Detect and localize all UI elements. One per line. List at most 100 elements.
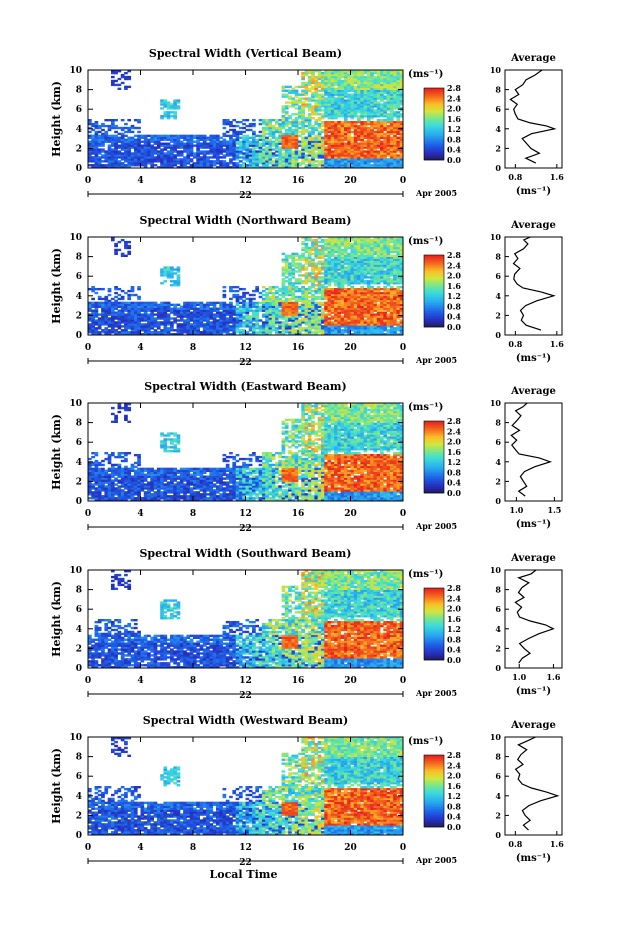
heatmap-cell [330,287,335,291]
heatmap-cell [311,160,315,163]
heatmap-cell [370,97,374,100]
heatmap-cell [127,85,132,89]
heatmap-cell [380,128,384,132]
heatmap-cell [363,91,368,94]
heatmap-cell [170,274,174,277]
heatmap-cell [124,331,128,334]
heatmap-cell [386,77,391,81]
colorbar-tick-label: 2.8 [447,83,461,93]
heatmap-cell [389,150,394,153]
heatmap-cell [357,79,361,83]
heatmap-cell [370,152,374,155]
heatmap-cell [399,81,404,85]
heatmap-cell [215,142,220,145]
heatmap-cell [176,146,181,149]
heatmap-cell [179,134,184,138]
heatmap-cell [353,146,358,149]
heatmap-cell [304,287,309,291]
heatmap-cell [222,301,227,305]
heatmap-cell [311,156,315,159]
heatmap-cell [156,325,161,328]
heatmap-cell [232,158,237,161]
heatmap-cell [127,250,132,254]
colorbar-tick-label: 1.6 [447,114,461,124]
heatmap-cell [104,319,109,322]
heatmap-cell [396,122,401,126]
heatmap-cell [232,128,237,132]
heatmap-cell [173,311,177,314]
avg-y-tick-label: 2 [495,143,501,153]
heatmap-cell [294,146,299,149]
heatmap-cell [143,148,148,151]
heatmap-cell [370,122,374,126]
heatmap-cell [104,295,109,299]
heatmap-cell [179,327,184,330]
heatmap-cell [324,105,328,108]
heatmap-cell [288,115,292,118]
heatmap-cell [396,85,401,89]
heatmap-cell [373,130,378,134]
heatmap-cell [304,136,309,139]
heatmap-cell [107,311,112,314]
heatmap-cell [193,333,197,336]
heatmap-cell [242,154,246,157]
heatmap-cell [376,77,381,81]
heatmap-cell [156,158,161,161]
heatmap-cell [380,105,384,108]
heatmap-cell [137,160,141,163]
heatmap-cell [170,276,174,279]
heatmap-cell [107,321,112,324]
heatmap-cell [370,132,374,136]
heatmap-cell [360,132,365,136]
heatmap-cell [110,158,115,161]
colorbar-segment [424,98,444,101]
heatmap-cell [327,124,332,128]
heatmap-cell [101,156,105,159]
heatmap-cell [153,321,158,324]
heatmap-cell [97,126,102,130]
heatmap-cell [179,152,184,155]
heatmap-cell [150,331,155,334]
heatmap-cell [320,115,325,118]
heatmap-cell [173,105,177,108]
heatmap-cell [255,146,260,149]
heatmap-cell [196,303,200,306]
heatmap-cell [255,138,260,141]
heatmap-cell [97,317,102,320]
heatmap-cell [153,152,158,155]
heatmap-cell [307,75,312,79]
heatmap-cell [380,152,384,155]
heatmap-cell [314,142,319,145]
heatmap-cell [170,321,174,324]
heatmap-cell [337,158,342,161]
heatmap-cell [275,166,279,169]
heatmap-cell [143,162,148,165]
heatmap-cell [137,148,141,151]
heatmap-cell [189,331,194,334]
heatmap-cell [399,101,404,104]
avg-y-tick-label: 4 [495,124,501,134]
heatmap-cell [261,160,266,163]
heatmap-cell [117,331,122,334]
heatmap-cell [186,136,191,139]
heatmap-cell [353,162,358,165]
heatmap-cell [91,142,95,145]
heatmap-cell [340,160,345,163]
heatmap-cell [370,126,374,130]
heatmap-cell [101,297,105,301]
heatmap-cell [393,70,397,73]
heatmap-cell [137,315,141,318]
heatmap-cell [373,113,378,116]
heatmap-cell [160,272,164,275]
heatmap-cell [307,126,312,130]
heatmap-cell [271,154,276,157]
heatmap-cell [114,83,118,87]
heatmap-cell [376,150,381,153]
heatmap-cell [281,140,286,143]
heatmap-cell [304,105,309,108]
heatmap-cell [97,313,102,316]
heatmap-cell [317,301,322,305]
heatmap-cell [107,329,112,332]
heatmap-cell [212,154,217,157]
heatmap-cell [337,152,342,155]
